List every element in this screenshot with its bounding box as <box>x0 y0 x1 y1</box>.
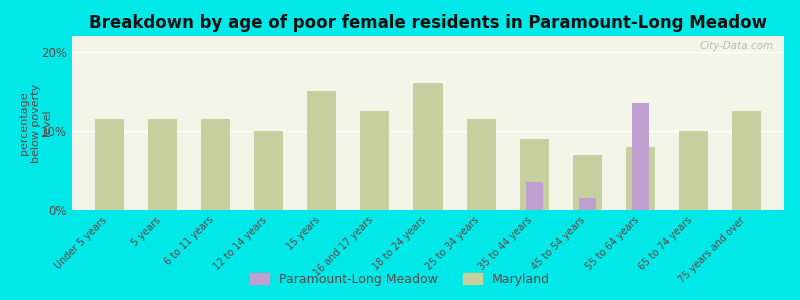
Bar <box>632 103 650 210</box>
Title: Breakdown by age of poor female residents in Paramount-Long Meadow: Breakdown by age of poor female resident… <box>89 14 767 32</box>
Bar <box>148 119 177 210</box>
Legend: Paramount-Long Meadow, Maryland: Paramount-Long Meadow, Maryland <box>246 268 554 291</box>
Bar <box>732 111 762 210</box>
Bar <box>414 83 442 210</box>
Bar <box>466 119 496 210</box>
Bar <box>360 111 390 210</box>
Bar <box>307 92 336 210</box>
Bar <box>679 131 708 210</box>
Bar <box>254 131 283 210</box>
Bar <box>520 139 549 210</box>
Bar <box>526 182 543 210</box>
Bar <box>573 154 602 210</box>
Bar <box>201 119 230 210</box>
Bar <box>626 147 655 210</box>
Text: City-Data.com: City-Data.com <box>699 41 774 51</box>
Bar <box>578 198 596 210</box>
Y-axis label: percentage
below poverty
level: percentage below poverty level <box>19 83 52 163</box>
Bar <box>94 119 124 210</box>
